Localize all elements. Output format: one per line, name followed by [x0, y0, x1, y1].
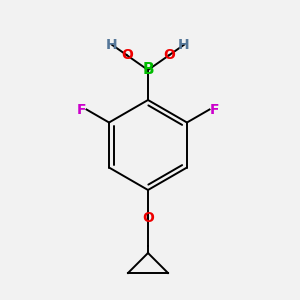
Text: H: H	[178, 38, 190, 52]
Text: O: O	[121, 48, 133, 62]
Text: O: O	[164, 48, 175, 62]
Text: F: F	[210, 103, 219, 116]
Text: F: F	[77, 103, 86, 116]
Text: H: H	[106, 38, 118, 52]
Text: O: O	[142, 211, 154, 225]
Text: B: B	[142, 62, 154, 77]
